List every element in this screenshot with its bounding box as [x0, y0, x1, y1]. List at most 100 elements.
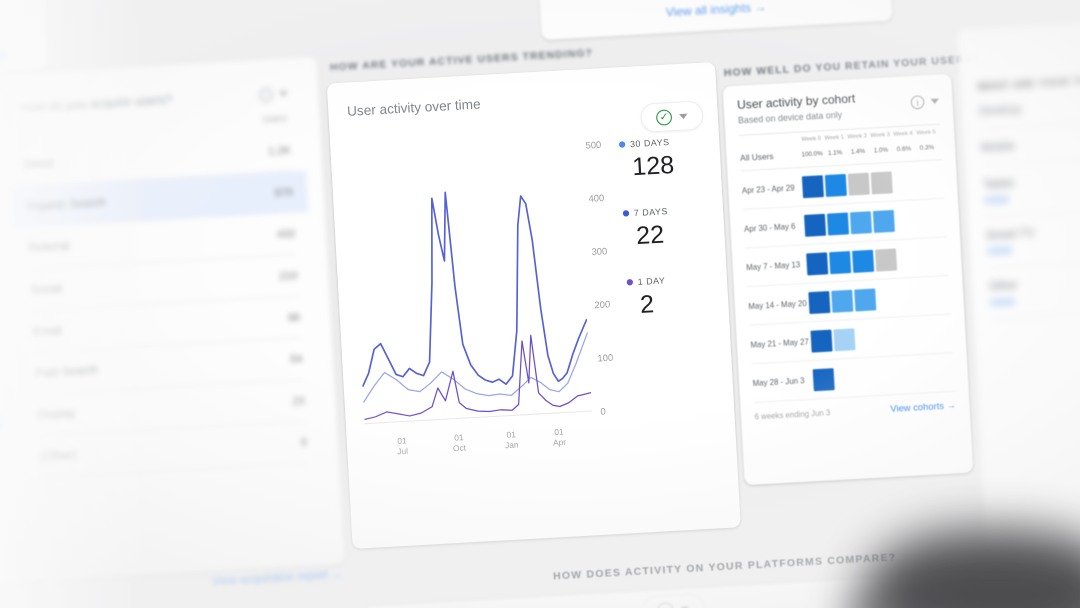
acquisition-rows: Direct 1.2K Organic Search 876 Referral 432 So… — [10, 129, 309, 479]
all-users-value: 1.1% — [827, 149, 843, 157]
week-header: Week 3 — [870, 131, 890, 139]
series-line-7-days — [362, 331, 589, 403]
row-value: 8 — [300, 435, 308, 449]
list-item: Other0VIEW — [988, 258, 1080, 320]
all-users-value: 0.6% — [896, 145, 912, 153]
list-item: Smart TV1VIEW — [985, 206, 1080, 269]
all-users-value: 100.0% — [801, 150, 823, 159]
acquisition-panel: How do you acquire users? Users Direct1.… — [0, 56, 346, 587]
row-label: Mobile — [981, 140, 1016, 155]
cohort-cell — [810, 329, 833, 353]
row-label: Desktop — [978, 103, 1022, 119]
all-users-value: 1.0% — [873, 146, 889, 154]
cohort-cell — [854, 287, 877, 311]
cohort-row-label: May 14 - May 20 — [748, 298, 807, 311]
y-tick-label: 500 — [585, 139, 602, 151]
chart-legend: 30 DAYS 128 7 DAYS 22 1 DAY 2 — [612, 135, 717, 451]
devices-rows: Desktop96Mobile28Tablet4VIEWSmart TV1VIE… — [978, 82, 1080, 320]
row-value: 23 — [292, 394, 306, 408]
legend-label: 30 DAYS — [629, 136, 670, 150]
insights-banner: View all insights → — [534, 0, 893, 41]
cohort-footnote: 6 weeks ending Jun 3 — [754, 407, 831, 422]
cohort-row-label: May 21 - May 27 — [750, 336, 810, 350]
cohort-row-label: Apr 30 - May 6 — [743, 221, 796, 234]
row-value: 432 — [276, 227, 296, 241]
cohort-cell — [824, 173, 847, 197]
chevron-down-icon — [679, 113, 688, 119]
legend-dot — [618, 141, 625, 148]
series-line-1-day — [364, 334, 592, 421]
view-all-insights-link[interactable]: View all insights → — [665, 1, 767, 20]
cohort-cell — [831, 289, 854, 313]
row-value: 54 — [289, 352, 303, 366]
chevron-down-icon[interactable] — [930, 98, 940, 105]
row-label: Email — [32, 323, 62, 339]
legend-value: 2 — [639, 290, 655, 320]
cohort-cell — [847, 172, 870, 196]
row-label: Paid Search — [34, 363, 99, 380]
section-header-platforms: HOW DOES ACTIVITY ON YOUR PLATFORMS COMP… — [552, 552, 897, 583]
cohort-cell — [806, 251, 829, 275]
x-tick-label: 01 Oct — [452, 432, 467, 454]
activity-chart-card: User activity over time 01Jul01Oct01Jan0… — [326, 61, 741, 549]
cohort-cell — [852, 249, 875, 273]
legend-entry[interactable]: 30 DAYS 128 — [618, 135, 702, 183]
cohort-subtitle: Based on device data only — [737, 109, 843, 126]
x-axis-line — [364, 410, 593, 425]
cohort-heatmap: Apr 23 - Apr 29 Apr 30 - May 6 May 7 - May… — [740, 160, 956, 403]
cohort-cell — [803, 213, 827, 237]
row-label: Direct — [23, 156, 54, 172]
user-activity-line-chart — [361, 191, 593, 425]
cohort-cell — [874, 247, 898, 272]
legend-dot — [622, 210, 629, 217]
x-tick-label: 01 Jul — [397, 436, 409, 457]
list-item: Tablet4VIEW — [982, 155, 1080, 218]
row-label: Referral — [27, 239, 70, 255]
cohort-card: User activity by cohort Based on device … — [722, 73, 974, 486]
week-header: Week 4 — [893, 130, 913, 138]
y-tick-label: 100 — [597, 352, 614, 364]
info-icon[interactable] — [910, 95, 925, 110]
legend-value: 22 — [635, 220, 665, 251]
row-value: 210 — [279, 268, 299, 283]
y-tick-label: 300 — [591, 245, 608, 258]
legend-label: 7 DAYS — [633, 205, 669, 219]
week-header: Week 5 — [916, 129, 936, 137]
week-header: Week 0 — [801, 135, 822, 143]
view-cohorts-link[interactable]: View cohorts → — [890, 400, 957, 415]
cohort-cell — [826, 211, 850, 236]
data-quality-pill[interactable] — [639, 100, 704, 133]
row-label: Display — [37, 406, 76, 422]
y-tick-label: 400 — [588, 192, 605, 204]
acquisition-title: How do you acquire users? — [19, 92, 173, 116]
week-header: Week 2 — [847, 132, 868, 141]
legend-entry[interactable]: 7 DAYS 22 — [622, 204, 706, 252]
cohort-cell — [833, 327, 856, 351]
row-value: 1.2K — [267, 143, 292, 158]
legend-entry[interactable]: 1 DAY 2 — [626, 273, 710, 321]
cohort-row-label: Apr 23 - Apr 29 — [741, 182, 795, 195]
row-label: (Other) — [39, 448, 77, 464]
y-tick-label: 0 — [600, 406, 606, 417]
week-header: Week 1 — [824, 134, 845, 142]
cohort-cell — [829, 250, 852, 274]
info-icon[interactable] — [258, 87, 274, 102]
all-users-value: 1.4% — [850, 148, 866, 156]
y-tick-label: 200 — [594, 299, 611, 311]
partial-insight-card: SEE MORE — [0, 0, 50, 78]
line-chart-plot: 01 Jul 01 Oct 01 Jan 01 Apr — [350, 142, 595, 466]
cohort-cell — [849, 210, 872, 234]
chevron-down-icon[interactable] — [278, 90, 288, 97]
legend-value: 128 — [631, 151, 675, 182]
platform-filter-pill[interactable] — [641, 593, 706, 608]
view-acquisition-report-link[interactable]: View acquisition report → — [211, 568, 343, 589]
x-tick-label: 01 Apr — [552, 427, 567, 448]
cohort-cell — [872, 209, 895, 233]
cohort-row-label: All Users — [739, 151, 774, 164]
x-tick-label: 01 Jan — [504, 429, 519, 451]
cohort-cell — [870, 170, 893, 194]
row-label: Smart TV — [985, 227, 1035, 243]
see-more-link[interactable]: SEE MORE — [0, 50, 9, 65]
row-label: Tablet — [983, 177, 1015, 192]
circle-icon — [657, 601, 674, 608]
